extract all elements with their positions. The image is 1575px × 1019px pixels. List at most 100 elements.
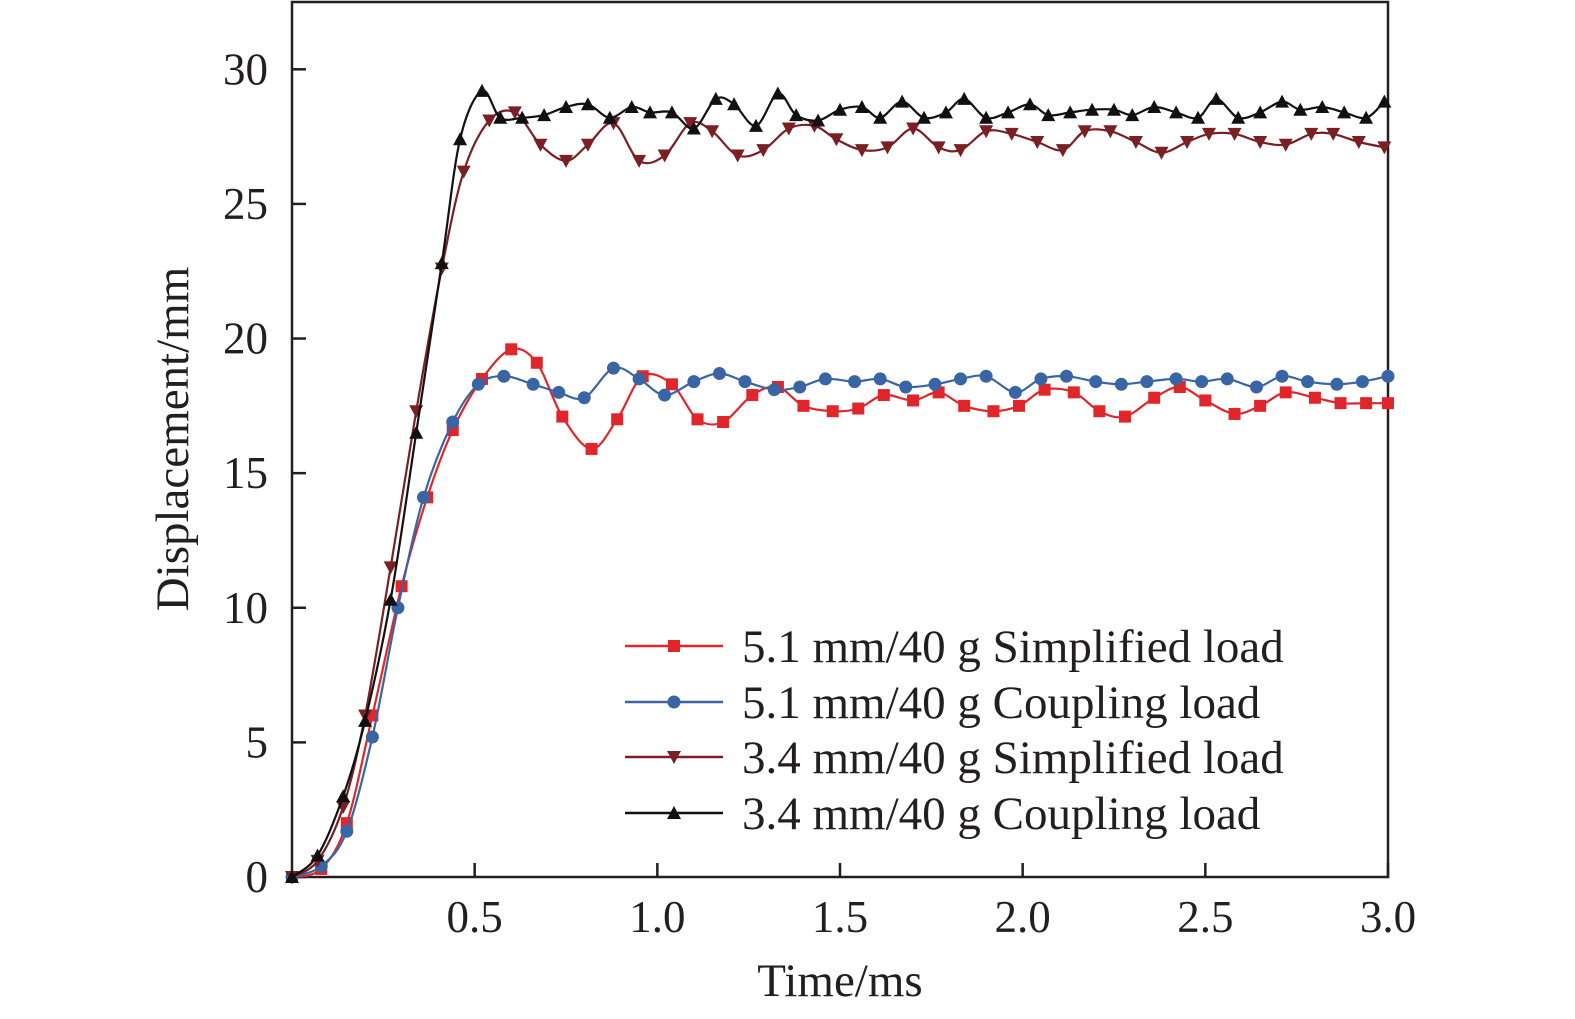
- data-point: [1253, 136, 1268, 149]
- data-point: [1154, 146, 1169, 160]
- data-point: [727, 97, 742, 111]
- data-point: [515, 110, 530, 124]
- data-point: [906, 122, 921, 136]
- data-point: [1022, 97, 1037, 111]
- y-tick-label: 0: [246, 852, 269, 902]
- data-point: [1089, 375, 1103, 389]
- data-point: [1201, 127, 1216, 141]
- data-point: [1093, 405, 1106, 418]
- data-point: [1360, 397, 1373, 410]
- data-point: [1030, 136, 1045, 149]
- legend-marker: [667, 695, 681, 709]
- data-point: [873, 110, 888, 124]
- data-point: [793, 380, 807, 394]
- y-tick-label: 15: [223, 448, 268, 498]
- data-point: [848, 375, 862, 389]
- data-point: [1041, 108, 1056, 122]
- data-point: [895, 94, 910, 108]
- data-point: [493, 110, 508, 124]
- data-point: [1231, 110, 1246, 124]
- data-point: [383, 561, 398, 575]
- data-point: [632, 154, 647, 168]
- data-point: [383, 592, 398, 606]
- data-point: [748, 118, 763, 132]
- data-point: [632, 372, 646, 386]
- legend-label: 3.4 mm/40 g Simplified load: [742, 732, 1284, 784]
- data-point: [958, 399, 971, 412]
- data-point: [979, 125, 994, 139]
- data-point: [687, 375, 701, 389]
- data-point: [1293, 102, 1308, 116]
- data-point: [979, 369, 993, 383]
- data-point: [1060, 369, 1074, 383]
- x-tick-label: 0.5: [447, 892, 503, 942]
- data-point: [456, 165, 471, 179]
- data-point: [1107, 102, 1121, 116]
- data-point: [1140, 375, 1154, 389]
- data-point: [987, 405, 1000, 418]
- data-point: [1063, 105, 1078, 119]
- y-tick-label: 5: [246, 717, 269, 767]
- data-point: [789, 108, 804, 122]
- data-point: [1337, 105, 1352, 119]
- data-point: [1330, 377, 1344, 391]
- data-point: [1334, 397, 1347, 410]
- x-axis: 0.5 1.0 1.5 2.0 2.5 3.0: [447, 863, 1416, 942]
- legend-marker: [667, 751, 681, 764]
- data-point: [712, 367, 726, 381]
- data-point: [928, 377, 942, 391]
- data-point: [1008, 385, 1022, 399]
- data-point: [1382, 397, 1394, 410]
- data-point: [683, 117, 698, 131]
- data-point: [1351, 136, 1366, 149]
- data-point: [691, 413, 704, 426]
- data-point: [533, 138, 548, 152]
- data-point: [559, 100, 573, 113]
- data-point: [1275, 369, 1289, 383]
- data-point: [580, 138, 595, 152]
- legend-label: 5.1 mm/40 g Coupling load: [742, 677, 1260, 729]
- data-point: [1191, 110, 1206, 124]
- data-point: [1278, 138, 1293, 152]
- legend-marker: [667, 806, 681, 819]
- x-tick-label: 2.0: [995, 892, 1051, 942]
- data-point: [1004, 127, 1019, 141]
- data-point: [1013, 399, 1026, 412]
- data-point: [1377, 94, 1392, 108]
- x-tick-label: 1.5: [812, 892, 868, 942]
- data-point: [1147, 100, 1162, 113]
- data-point: [577, 391, 591, 405]
- data-point: [938, 105, 953, 119]
- data-point: [657, 149, 672, 163]
- data-point: [756, 144, 771, 158]
- data-point: [899, 380, 913, 394]
- series-layer: [285, 83, 1395, 884]
- x-axis-title: Time/ms: [757, 955, 922, 1007]
- data-point: [907, 394, 920, 407]
- data-point: [1125, 108, 1140, 122]
- data-point: [340, 824, 354, 838]
- data-point: [665, 378, 678, 391]
- data-point: [1114, 377, 1128, 391]
- legend-label: 3.4 mm/40 g Coupling load: [742, 788, 1260, 840]
- data-point: [979, 110, 994, 124]
- data-point: [852, 402, 865, 415]
- legend-item: 5.1 mm/40 g Coupling load: [625, 677, 1260, 729]
- data-point: [1038, 383, 1051, 396]
- data-point: [854, 100, 869, 113]
- data-point: [730, 149, 745, 163]
- legend-marker: [668, 640, 680, 652]
- data-point: [1249, 380, 1263, 394]
- data-point: [409, 425, 424, 439]
- data-point: [957, 91, 972, 105]
- data-point: [526, 377, 540, 391]
- data-point: [1148, 391, 1161, 404]
- data-point: [530, 356, 543, 369]
- legend-item: 5.1 mm/40 g Simplified load: [625, 621, 1284, 673]
- data-point: [954, 372, 968, 386]
- data-point: [664, 105, 679, 119]
- data-point: [746, 389, 759, 402]
- data-point: [1227, 127, 1242, 141]
